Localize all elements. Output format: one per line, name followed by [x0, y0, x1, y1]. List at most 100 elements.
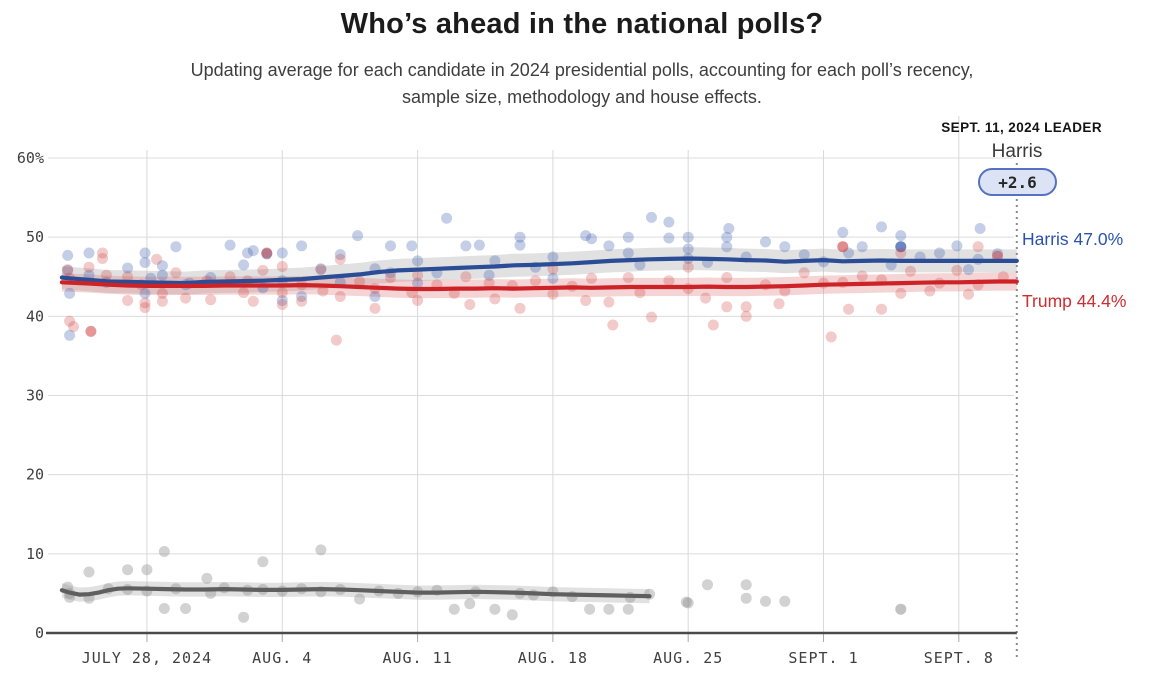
poll-dot — [464, 299, 476, 310]
poll-dot — [412, 255, 424, 267]
poll-dot — [315, 264, 327, 276]
x-tick-label: JULY 28, 2024 — [82, 649, 212, 667]
poll-dot — [489, 255, 501, 267]
line-kennedy — [59, 586, 652, 599]
band-harris — [61, 247, 1017, 295]
poll-dot — [354, 276, 366, 287]
poll-dot — [895, 247, 907, 259]
poll-dot — [257, 264, 269, 276]
y-tick-label: 0 — [35, 624, 44, 642]
poll-dot — [721, 272, 733, 283]
poll-dot — [64, 287, 76, 299]
poll-dot — [895, 230, 907, 242]
poll-dot — [721, 241, 733, 253]
poll-dot — [895, 241, 907, 253]
poll-dot — [352, 230, 364, 242]
poll-dot — [682, 231, 694, 243]
poll-dot — [634, 287, 646, 299]
trump-end-label: Trump 44.4% — [1022, 291, 1127, 311]
page-subtitle: Updating average for each candidate in 2… — [0, 57, 1164, 111]
poll-dot — [412, 277, 424, 289]
poll-dot — [514, 239, 526, 251]
poll-dot — [646, 211, 657, 223]
poll-dot — [156, 295, 168, 307]
poll-dot — [760, 595, 771, 607]
poll-dot — [779, 241, 791, 253]
poll-dot — [317, 285, 329, 297]
poll-dot — [843, 303, 855, 315]
poll-dot — [547, 272, 559, 284]
page-title: Who’s ahead in the national polls? — [340, 8, 824, 40]
poll-dot — [62, 249, 74, 261]
poll-dot — [238, 611, 250, 623]
poll-dot — [156, 287, 168, 299]
poll-dot — [856, 241, 868, 253]
poll-dot — [334, 291, 346, 302]
poll-dot — [64, 315, 76, 327]
poll-dot — [276, 295, 288, 306]
poll-dot — [406, 240, 418, 252]
poll-dot — [62, 264, 74, 276]
poll-dot — [238, 287, 250, 299]
poll-dot — [740, 592, 752, 604]
poll-dot — [68, 321, 79, 333]
poll-dot — [798, 267, 810, 279]
poll-dot — [663, 275, 675, 287]
poll-dot — [201, 572, 213, 584]
poll-dot — [586, 233, 597, 245]
poll-dot — [97, 247, 108, 259]
poll-dot — [85, 325, 97, 337]
poll-dot — [837, 241, 849, 253]
poll-dot — [180, 603, 192, 614]
poll-dot — [296, 240, 308, 252]
poll-dot — [369, 302, 381, 314]
x-tick-label: AUG. 18 — [518, 649, 588, 667]
y-tick-label: 40 — [26, 307, 44, 325]
poll-dot — [760, 236, 771, 248]
poll-dot — [622, 272, 634, 283]
poll-dot — [700, 292, 712, 304]
poll-dot — [334, 249, 346, 261]
poll-dot — [276, 287, 288, 299]
line-trump — [59, 279, 1019, 292]
poll-dot — [385, 272, 396, 283]
poll-dot — [547, 251, 559, 263]
poll-dot — [139, 302, 151, 314]
poll-dot — [276, 247, 288, 259]
poll-dot — [740, 301, 752, 313]
poll-dot — [856, 270, 868, 282]
leader-margin-badge: +2.6 — [978, 168, 1057, 196]
poll-dot — [483, 277, 495, 289]
poll-dot — [330, 334, 342, 346]
poll-dot — [586, 272, 597, 284]
poll-dot — [895, 603, 907, 615]
poll-dot — [83, 566, 95, 578]
poll-dot — [584, 603, 596, 615]
poll-dot — [779, 595, 791, 607]
poll-dot — [170, 267, 182, 279]
poll-dot — [242, 247, 253, 259]
poll-dot — [354, 593, 366, 605]
y-tick-label: 10 — [26, 545, 44, 563]
poll-dot — [702, 579, 713, 591]
harris-end-label: Harris 47.0% — [1022, 229, 1124, 249]
poll-dot — [603, 603, 615, 615]
poll-dot — [489, 603, 501, 615]
poll-dot — [580, 295, 592, 306]
poll-dot — [924, 285, 936, 297]
poll-dot — [315, 263, 327, 275]
poll-dot — [603, 240, 615, 252]
poll-dot — [773, 298, 785, 310]
poll-dot — [622, 231, 634, 243]
poll-dot — [483, 269, 495, 281]
poll-dot — [798, 249, 810, 261]
poll-dot — [607, 319, 619, 331]
polls-trump — [62, 241, 1009, 346]
poll-dot — [707, 319, 719, 331]
poll-dot — [296, 295, 308, 307]
y-tick-label: 50 — [26, 228, 44, 246]
poll-dot — [369, 291, 381, 302]
poll-dot — [951, 240, 963, 252]
